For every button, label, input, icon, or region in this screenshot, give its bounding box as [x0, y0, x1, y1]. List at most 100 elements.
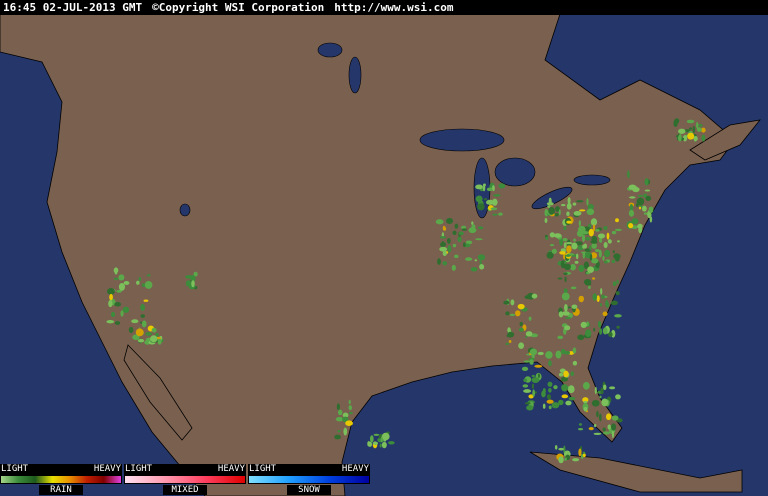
echo [342, 412, 349, 418]
echo [596, 295, 600, 302]
legend-heavy: HEAVY [93, 464, 121, 474]
echo [465, 257, 473, 261]
echo [135, 328, 144, 337]
echo [562, 311, 570, 316]
legend-bar [124, 475, 246, 484]
echo [566, 245, 572, 253]
echo [560, 376, 569, 382]
legend-item: LIGHT HEAVY RAIN [0, 464, 122, 496]
echo [491, 198, 498, 206]
echo [523, 378, 528, 383]
echo [589, 245, 592, 251]
echo [563, 242, 567, 249]
echo [483, 198, 488, 201]
echo [477, 254, 486, 261]
echo [107, 288, 115, 295]
echo [137, 338, 145, 343]
echo [565, 254, 571, 257]
echo [475, 238, 483, 241]
echo [345, 420, 353, 427]
echo [558, 372, 564, 377]
echo [381, 432, 390, 441]
echo [678, 128, 686, 134]
echo [475, 184, 483, 190]
echo [558, 456, 564, 464]
legend-name: RAIN [39, 485, 83, 495]
echo [595, 249, 600, 253]
echo [337, 430, 341, 433]
legend-light: LIGHT [1, 464, 29, 474]
echo [568, 396, 576, 401]
echo [123, 281, 130, 285]
echo [548, 360, 552, 367]
echo [638, 206, 642, 210]
echo [585, 282, 592, 286]
echo [144, 281, 153, 289]
echo [505, 342, 509, 346]
echo [603, 431, 610, 435]
echo [145, 332, 152, 336]
echo [470, 267, 478, 272]
echo [600, 387, 604, 395]
echo [574, 260, 579, 264]
legend-bar [0, 475, 122, 484]
echo [603, 260, 608, 264]
echo [628, 209, 635, 217]
echo [587, 266, 594, 273]
echo [442, 250, 447, 257]
echo [636, 197, 645, 206]
echo [611, 230, 617, 235]
echo [609, 386, 616, 390]
echo [465, 240, 473, 245]
echo [591, 399, 600, 407]
echo [528, 316, 532, 321]
echo [140, 303, 145, 312]
header-bar: 16:45 02-JUL-2013 GMT ©Copyright WSI Corp… [0, 0, 768, 15]
echo [583, 401, 588, 404]
echo [603, 241, 608, 249]
echo [458, 231, 464, 236]
echo [498, 212, 503, 216]
legend-name: SNOW [287, 485, 331, 495]
echo [368, 441, 373, 447]
echo [528, 394, 534, 399]
echo [595, 229, 600, 232]
echo [641, 205, 647, 212]
echo [547, 381, 553, 387]
echo [372, 441, 378, 445]
echo [610, 300, 618, 306]
echo [602, 427, 606, 432]
lake [419, 128, 505, 152]
lake [494, 157, 536, 187]
echo [490, 207, 498, 211]
echo [701, 127, 706, 133]
echo [631, 218, 639, 225]
echo [616, 418, 623, 423]
echo [629, 196, 636, 199]
echo [468, 227, 477, 234]
echo [471, 221, 474, 225]
legend-item: LIGHT HEAVY MIXED [124, 464, 246, 496]
echo [569, 264, 576, 271]
echo [118, 274, 125, 281]
echo [551, 402, 560, 409]
echo [141, 320, 147, 328]
echo [122, 306, 130, 313]
echo [106, 320, 115, 324]
echo [612, 250, 615, 254]
echo [437, 258, 441, 265]
echo [116, 289, 123, 293]
echo [151, 327, 157, 333]
echo [383, 438, 387, 442]
echo [586, 321, 589, 327]
echo [548, 387, 552, 393]
echo [601, 398, 609, 407]
echo [525, 331, 533, 337]
echo [635, 203, 639, 208]
echo [649, 216, 653, 223]
echo [628, 184, 637, 190]
echo [582, 251, 586, 259]
echo [515, 310, 521, 317]
echo [531, 383, 535, 389]
